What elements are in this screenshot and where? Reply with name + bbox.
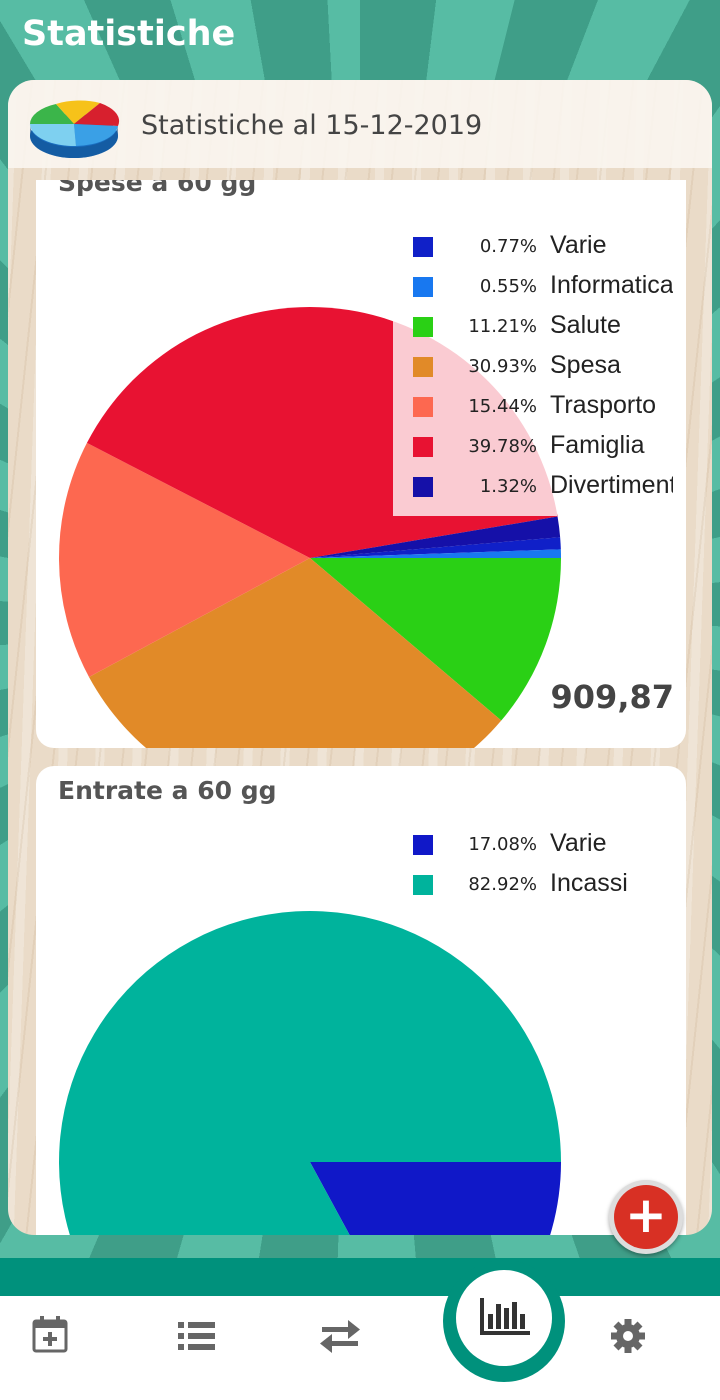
plus-icon: + — [614, 1185, 678, 1249]
legend-label: Famiglia — [550, 431, 645, 459]
page-title: Statistiche — [22, 14, 236, 54]
legend-swatch — [413, 317, 433, 337]
legend-label: Informatica — [550, 271, 673, 299]
expenses-legend: 0.77% Varie 0.55% Informatica 11.21% Salute 30… — [393, 226, 673, 516]
legend-percent: 30.93% — [468, 356, 537, 377]
legend-label: Salute — [550, 311, 621, 339]
legend-item: 11.21% Salute — [413, 310, 673, 340]
legend-label: Incassi — [550, 869, 628, 897]
legend-percent: 0.77% — [479, 236, 537, 257]
nav-top-bar — [0, 1258, 720, 1296]
legend-item: 30.93% Spesa — [413, 350, 673, 380]
legend-item: 0.55% Informatica — [413, 270, 673, 300]
legend-item: 17.08% Varie — [413, 828, 686, 858]
panel-title: Statistiche al 15-12-2019 — [141, 110, 483, 141]
legend-label: Varie — [550, 231, 607, 259]
pie-slice-varie[interactable] — [310, 1162, 561, 1235]
legend-label: Divertimento — [550, 471, 673, 499]
legend-percent: 1.32% — [479, 476, 537, 497]
pie-slice-varie[interactable] — [310, 537, 561, 558]
legend-item: 0.77% Varie — [413, 230, 673, 260]
legend-item: 15.44% Trasporto — [413, 390, 673, 420]
pie-slice-informatica[interactable] — [310, 549, 561, 558]
pie-slice-incassi[interactable] — [59, 911, 561, 1235]
pie-slice-divertimento[interactable] — [310, 516, 561, 558]
nav-statistics-button[interactable] — [456, 1270, 552, 1366]
bottom-navigation — [0, 1296, 720, 1400]
legend-swatch — [413, 875, 433, 895]
legend-swatch — [413, 397, 433, 417]
legend-label: Varie — [550, 829, 607, 857]
add-button[interactable]: + — [609, 1180, 683, 1254]
income-card[interactable]: Entrate a 60 gg 17.08% Varie 82.92% Incassi — [36, 766, 686, 1235]
legend-label: Spesa — [550, 351, 621, 379]
legend-percent: 11.21% — [468, 316, 537, 337]
expenses-pie-chart[interactable] — [36, 180, 686, 748]
legend-swatch — [413, 237, 433, 257]
legend-percent: 15.44% — [468, 396, 537, 417]
legend-swatch — [413, 437, 433, 457]
legend-swatch — [413, 277, 433, 297]
pie-slice-spesa[interactable] — [88, 558, 502, 748]
panel-header: Statistiche al 15-12-2019 — [8, 80, 712, 168]
pie-slice-trasporto[interactable] — [58, 442, 310, 677]
legend-percent: 82.92% — [468, 874, 537, 895]
legend-label: Trasporto — [550, 391, 657, 419]
expenses-card-title: Spese a 60 gg — [58, 180, 257, 197]
legend-item: 1.32% Divertimento — [413, 470, 673, 500]
legend-item: 82.92% Incassi — [413, 868, 686, 898]
expenses-total: 909,87 — [550, 678, 674, 716]
list-icon[interactable] — [166, 1314, 226, 1358]
stats-panel[interactable]: Statistiche al 15-12-2019 Spese a 60 gg … — [8, 80, 712, 1235]
pie-chart-logo-icon — [29, 100, 120, 158]
gear-icon[interactable] — [598, 1314, 658, 1358]
legend-swatch — [413, 835, 433, 855]
income-legend: 17.08% Varie 82.92% Incassi — [393, 824, 628, 920]
legend-percent: 0.55% — [479, 276, 537, 297]
legend-swatch — [413, 357, 433, 377]
legend-item: 39.78% Famiglia — [413, 430, 673, 460]
pie-slice-salute[interactable] — [310, 558, 561, 721]
bar-chart-icon — [480, 1298, 530, 1335]
transfer-arrows-icon[interactable] — [310, 1314, 370, 1358]
calendar-add-icon[interactable] — [20, 1314, 80, 1358]
legend-percent: 17.08% — [468, 834, 537, 855]
expenses-card[interactable]: Spese a 60 gg 0.77% Varie 0.55% Informatica… — [36, 180, 686, 748]
legend-swatch — [413, 477, 433, 497]
income-card-title: Entrate a 60 gg — [58, 776, 277, 805]
income-pie-chart[interactable] — [36, 766, 686, 1235]
legend-percent: 39.78% — [468, 436, 537, 457]
